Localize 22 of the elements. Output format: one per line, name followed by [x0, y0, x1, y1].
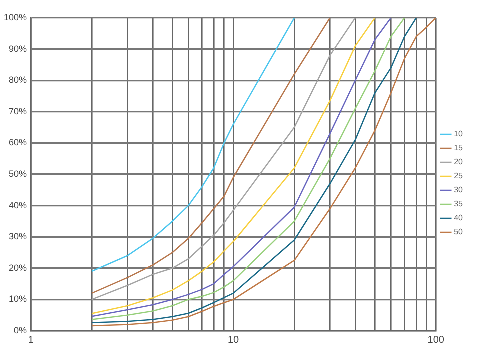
- legend-label: 20: [454, 158, 464, 167]
- y-tick-label: 60%: [9, 138, 28, 148]
- legend-label: 50: [454, 228, 464, 237]
- y-tick-label: 0%: [14, 325, 28, 336]
- y-tick-label: 30%: [9, 232, 28, 242]
- y-tick-label: 70%: [9, 106, 28, 116]
- legend-label: 10: [454, 130, 464, 139]
- legend-label: 30: [454, 186, 464, 195]
- legend-label: 25: [454, 172, 464, 181]
- legend-label: 15: [454, 144, 464, 153]
- x-tick-label: 1: [28, 334, 34, 346]
- y-tick-label: 90%: [9, 44, 28, 54]
- y-tick-label: 40%: [9, 200, 28, 210]
- legend-label: 40: [454, 214, 464, 223]
- legend-label: 35: [454, 200, 464, 209]
- x-tick-label: 100: [428, 334, 445, 346]
- y-tick-label: 50%: [9, 168, 28, 179]
- y-tick-label: 20%: [9, 262, 28, 273]
- x-tick-label: 10: [228, 334, 240, 346]
- y-tick-label: 100%: [4, 12, 28, 22]
- y-tick-label: 10%: [9, 294, 28, 304]
- y-tick-label: 80%: [9, 75, 28, 86]
